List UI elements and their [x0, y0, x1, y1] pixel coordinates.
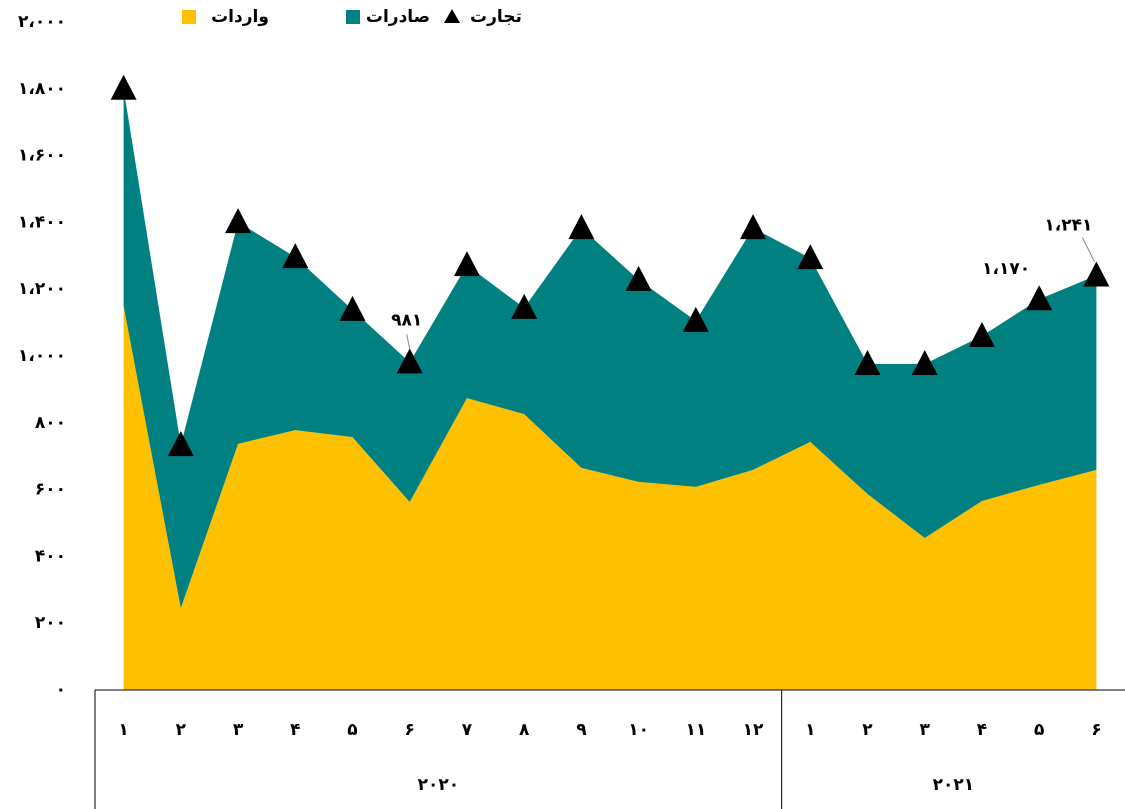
x-tick-label: ۲ — [176, 720, 187, 740]
triangle-marker — [740, 214, 767, 240]
legend-marker — [444, 9, 460, 23]
y-tick-label: ۲۰۰ — [35, 613, 66, 633]
x-tick-label: ۱۰ — [628, 720, 649, 740]
y-tick-label: ۲،۰۰۰ — [18, 12, 66, 32]
triangle-marker — [1083, 261, 1110, 287]
legend-label: صادرات — [366, 7, 430, 27]
triangle-marker — [911, 350, 938, 376]
x-tick-label: ۹ — [576, 720, 587, 740]
triangle-marker — [110, 74, 137, 100]
triangle-marker — [797, 244, 824, 270]
data-label: ۱،۱۷۰ — [982, 259, 1030, 279]
x-tick-label: ۱ — [118, 720, 128, 740]
triangle-marker — [682, 306, 709, 332]
triangle-marker — [225, 208, 252, 234]
triangle-marker — [568, 214, 595, 240]
y-tick-label: ۱،۲۰۰ — [18, 279, 66, 299]
x-tick-label: ۲ — [862, 720, 873, 740]
x-tick-label: ۱۲ — [743, 720, 764, 740]
triangle-marker — [282, 243, 309, 269]
y-tick-label: ۱،۰۰۰ — [18, 346, 66, 366]
x-tick-label: ۴ — [290, 720, 300, 740]
y-tick-label: ۱،۸۰۰ — [18, 79, 66, 99]
x-tick-label: ۵ — [1034, 720, 1044, 740]
legend-marker — [182, 10, 196, 24]
y-tick-label: ۱،۴۰۰ — [18, 212, 66, 232]
triangle-marker — [968, 321, 995, 347]
area — [123, 88, 1097, 609]
x-tick-label: ۴ — [977, 720, 987, 740]
y-tick-label: ۸۰۰ — [35, 413, 66, 433]
legend-marker — [346, 10, 360, 24]
triangle-marker — [339, 295, 366, 321]
data-label: ۱،۲۴۱ — [1044, 216, 1092, 236]
y-tick-label: ۴۰۰ — [35, 546, 66, 566]
triangle-marker — [453, 251, 480, 277]
area — [123, 305, 1097, 690]
x-tick-label: ۳ — [233, 720, 244, 740]
triangle-marker — [854, 350, 881, 376]
group-label: ۲۰۲۰ — [418, 775, 460, 795]
group-label: ۲۰۲۱ — [933, 775, 975, 795]
legend-label: واردات — [211, 7, 269, 27]
x-tick-label: ۸ — [519, 720, 530, 740]
triangle-marker — [511, 293, 538, 319]
triangle-marker — [167, 431, 194, 457]
x-tick-label: ۱۱ — [685, 720, 706, 740]
triangle-marker — [396, 348, 423, 374]
x-tick-label: ۶ — [1091, 720, 1101, 740]
leader-line — [1081, 237, 1095, 262]
x-tick-label: ۱ — [805, 720, 815, 740]
x-tick-label: ۶ — [405, 720, 415, 740]
triangle-marker — [625, 265, 652, 291]
x-tick-label: ۵ — [347, 720, 357, 740]
x-tick-label: ۷ — [462, 720, 473, 740]
triangle-marker — [1026, 285, 1053, 311]
y-tick-label: ۰ — [56, 680, 66, 700]
y-tick-label: ۶۰۰ — [35, 480, 66, 500]
leader-line — [406, 334, 411, 349]
legend-label: تجارت — [470, 7, 522, 27]
data-label: ۹۸۱ — [391, 310, 422, 330]
x-tick-label: ۳ — [920, 720, 931, 740]
y-tick-label: ۱،۶۰۰ — [18, 146, 66, 166]
